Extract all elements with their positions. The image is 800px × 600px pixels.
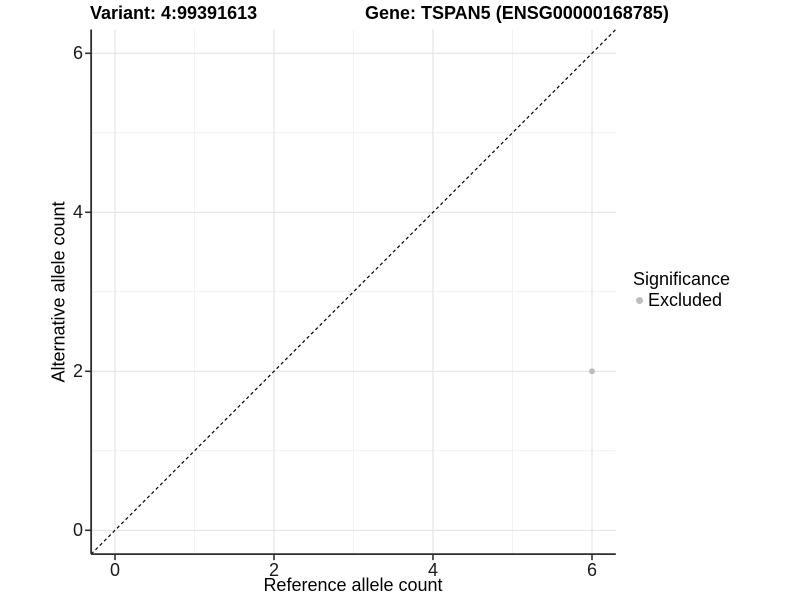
axis-tick-marks	[85, 52, 593, 561]
y-tick-label: 4	[72, 202, 83, 223]
identity-line	[90, 29, 617, 555]
y-axis-title: Alternative allele count	[48, 201, 69, 383]
plot-title-variant: Variant: 4:99391613	[90, 3, 258, 23]
legend-item-label: Excluded	[648, 290, 723, 310]
minor-gridlines	[91, 29, 616, 555]
legend-items: Excluded	[633, 290, 730, 310]
x-tick-label: 0	[109, 560, 120, 580]
y-tick-label: 0	[72, 520, 83, 541]
major-gridlines	[91, 29, 616, 555]
legend: Significance Excluded	[633, 269, 730, 310]
legend-key-dot-icon	[636, 296, 643, 304]
data-point	[589, 368, 595, 375]
axis-lines	[90, 29, 616, 556]
data-points	[589, 368, 595, 375]
plot-title-gene: Gene: TSPAN5 (ENSG00000168785)	[365, 3, 669, 23]
y-tick-label: 6	[72, 43, 83, 64]
identity-reference-line	[90, 29, 617, 555]
legend-title: Significance	[633, 269, 731, 289]
x-tick-label: 4	[427, 560, 438, 580]
x-axis-title: Reference allele count	[263, 575, 443, 595]
x-tick-label: 6	[586, 560, 597, 580]
y-tick-label: 2	[72, 361, 83, 382]
x-tick-label: 2	[268, 560, 279, 580]
legend-item: Excluded	[633, 290, 730, 310]
